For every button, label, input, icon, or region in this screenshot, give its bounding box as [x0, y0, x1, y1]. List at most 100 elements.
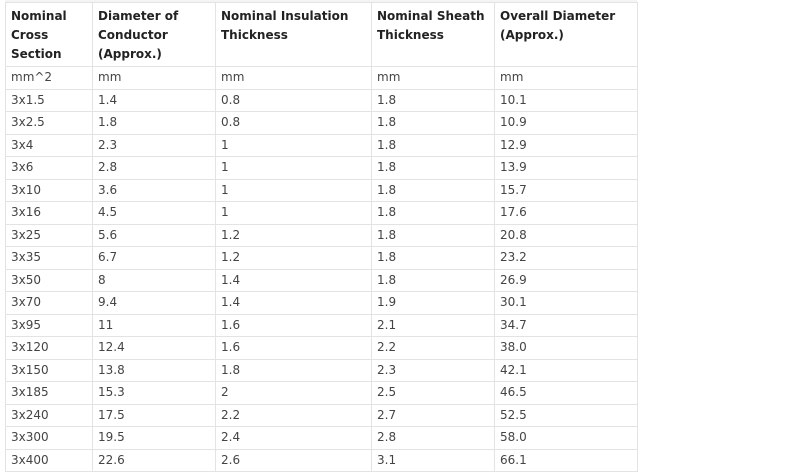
table-cell: 1.4 — [92, 88, 216, 112]
table-row: 3x240 17.5 2.2 2.7 52.5 — [5, 403, 638, 427]
table-cell: 11 — [92, 313, 216, 337]
table-cell: 1.2 — [215, 246, 372, 270]
table-cell: 30.1 — [494, 291, 638, 315]
header-sheath-thickness: Nominal Sheath Thickness — [371, 2, 495, 67]
table-cell: mm — [215, 66, 372, 90]
table-row: 3x400 22.6 2.6 3.1 66.1 — [5, 448, 638, 472]
table-cell: 1 — [215, 178, 372, 202]
table-cell: 2.1 — [371, 313, 495, 337]
header-row: Nominal Cross Section Diameter of Conduc… — [5, 2, 638, 67]
table-cell: 9.4 — [92, 291, 216, 315]
table-row: 3x2.5 1.8 0.8 1.8 10.9 — [5, 111, 638, 135]
table-cell: 1.8 — [371, 133, 495, 157]
table-cell: 3x4 — [5, 133, 93, 157]
table-cell: 2.4 — [215, 426, 372, 450]
table-cell: 22.6 — [92, 448, 216, 472]
table-cell: 1.8 — [371, 111, 495, 135]
table-cell: mm — [92, 66, 216, 90]
table-cell: 15.7 — [494, 178, 638, 202]
table-cell: 1.8 — [371, 88, 495, 112]
table-row: 3x50 8 1.4 1.8 26.9 — [5, 268, 638, 292]
table-cell: 3x300 — [5, 426, 93, 450]
table-row: 3x150 13.8 1.8 2.3 42.1 — [5, 358, 638, 382]
table-cell: 46.5 — [494, 381, 638, 405]
table-row: 3x35 6.7 1.2 1.8 23.2 — [5, 246, 638, 270]
cable-spec-table-container: Nominal Cross Section Diameter of Conduc… — [5, 2, 638, 472]
table-cell: 34.7 — [494, 313, 638, 337]
table-cell: 26.9 — [494, 268, 638, 292]
header-overall-diameter: Overall Diameter (Approx.) — [494, 2, 638, 67]
table-cell: 3x240 — [5, 403, 93, 427]
cable-spec-table: Nominal Cross Section Diameter of Conduc… — [5, 2, 638, 472]
table-row: 3x70 9.4 1.4 1.9 30.1 — [5, 291, 638, 315]
table-cell: 52.5 — [494, 403, 638, 427]
table-cell: 42.1 — [494, 358, 638, 382]
table-cell: 1.9 — [371, 291, 495, 315]
table-cell: 2.6 — [215, 448, 372, 472]
table-row: 3x185 15.3 2 2.5 46.5 — [5, 381, 638, 405]
table-cell: 1.8 — [371, 156, 495, 180]
table-cell: 2 — [215, 381, 372, 405]
table-cell: 38.0 — [494, 336, 638, 360]
table-cell: 1 — [215, 156, 372, 180]
table-cell: 1.8 — [371, 223, 495, 247]
table-cell: 17.6 — [494, 201, 638, 225]
table-cell: 1.6 — [215, 336, 372, 360]
table-cell: 2.3 — [371, 358, 495, 382]
table-cell: 4.5 — [92, 201, 216, 225]
table-cell: mm — [494, 66, 638, 90]
table-cell: 3x70 — [5, 291, 93, 315]
table-cell: 1.8 — [92, 111, 216, 135]
table-cell: 2.2 — [371, 336, 495, 360]
table-body: mm^2 mm mm mm mm 3x1.5 1.4 0.8 1.8 10.1 3x2.5… — [5, 66, 638, 472]
table-cell: mm — [371, 66, 495, 90]
table-cell: 12.9 — [494, 133, 638, 157]
table-cell: 2.7 — [371, 403, 495, 427]
table-row: 3x6 2.8 1 1.8 13.9 — [5, 156, 638, 180]
table-cell: 19.5 — [92, 426, 216, 450]
table-cell: 3x25 — [5, 223, 93, 247]
table-cell: 3x10 — [5, 178, 93, 202]
table-cell: 13.8 — [92, 358, 216, 382]
table-cell: 3x120 — [5, 336, 93, 360]
table-cell: 12.4 — [92, 336, 216, 360]
table-cell: 1 — [215, 133, 372, 157]
table-cell: 20.8 — [494, 223, 638, 247]
table-cell: mm^2 — [5, 66, 93, 90]
table-cell: 3x95 — [5, 313, 93, 337]
table-cell: 1.8 — [371, 201, 495, 225]
table-cell: 3.1 — [371, 448, 495, 472]
table-cell: 10.1 — [494, 88, 638, 112]
table-row: 3x4 2.3 1 1.8 12.9 — [5, 133, 638, 157]
table-cell: 1.4 — [215, 268, 372, 292]
table-cell: 1 — [215, 201, 372, 225]
table-cell: 10.9 — [494, 111, 638, 135]
table-cell: 8 — [92, 268, 216, 292]
table-cell: 1.8 — [371, 268, 495, 292]
table-cell: 2.3 — [92, 133, 216, 157]
table-cell: 3x2.5 — [5, 111, 93, 135]
table-cell: 1.6 — [215, 313, 372, 337]
table-row: 3x16 4.5 1 1.8 17.6 — [5, 201, 638, 225]
table-row: 3x120 12.4 1.6 2.2 38.0 — [5, 336, 638, 360]
table-cell: 0.8 — [215, 111, 372, 135]
table-cell: 3x35 — [5, 246, 93, 270]
table-cell: 6.7 — [92, 246, 216, 270]
header-insulation-thickness: Nominal Insulation Thickness — [215, 2, 372, 67]
table-cell: 3.6 — [92, 178, 216, 202]
table-cell: 3x16 — [5, 201, 93, 225]
table-cell: 13.9 — [494, 156, 638, 180]
table-cell: 2.8 — [371, 426, 495, 450]
units-row: mm^2 mm mm mm mm — [5, 66, 638, 90]
table-cell: 58.0 — [494, 426, 638, 450]
header-conductor-diameter: Diameter of Conductor (Approx.) — [92, 2, 216, 67]
table-cell: 23.2 — [494, 246, 638, 270]
table-cell: 2.8 — [92, 156, 216, 180]
table-row: 3x95 11 1.6 2.1 34.7 — [5, 313, 638, 337]
header-nominal-cross-section: Nominal Cross Section — [5, 2, 93, 67]
table-header: Nominal Cross Section Diameter of Conduc… — [5, 2, 638, 67]
table-row: 3x10 3.6 1 1.8 15.7 — [5, 178, 638, 202]
table-row: 3x300 19.5 2.4 2.8 58.0 — [5, 426, 638, 450]
table-cell: 1.8 — [371, 246, 495, 270]
table-cell: 3x150 — [5, 358, 93, 382]
